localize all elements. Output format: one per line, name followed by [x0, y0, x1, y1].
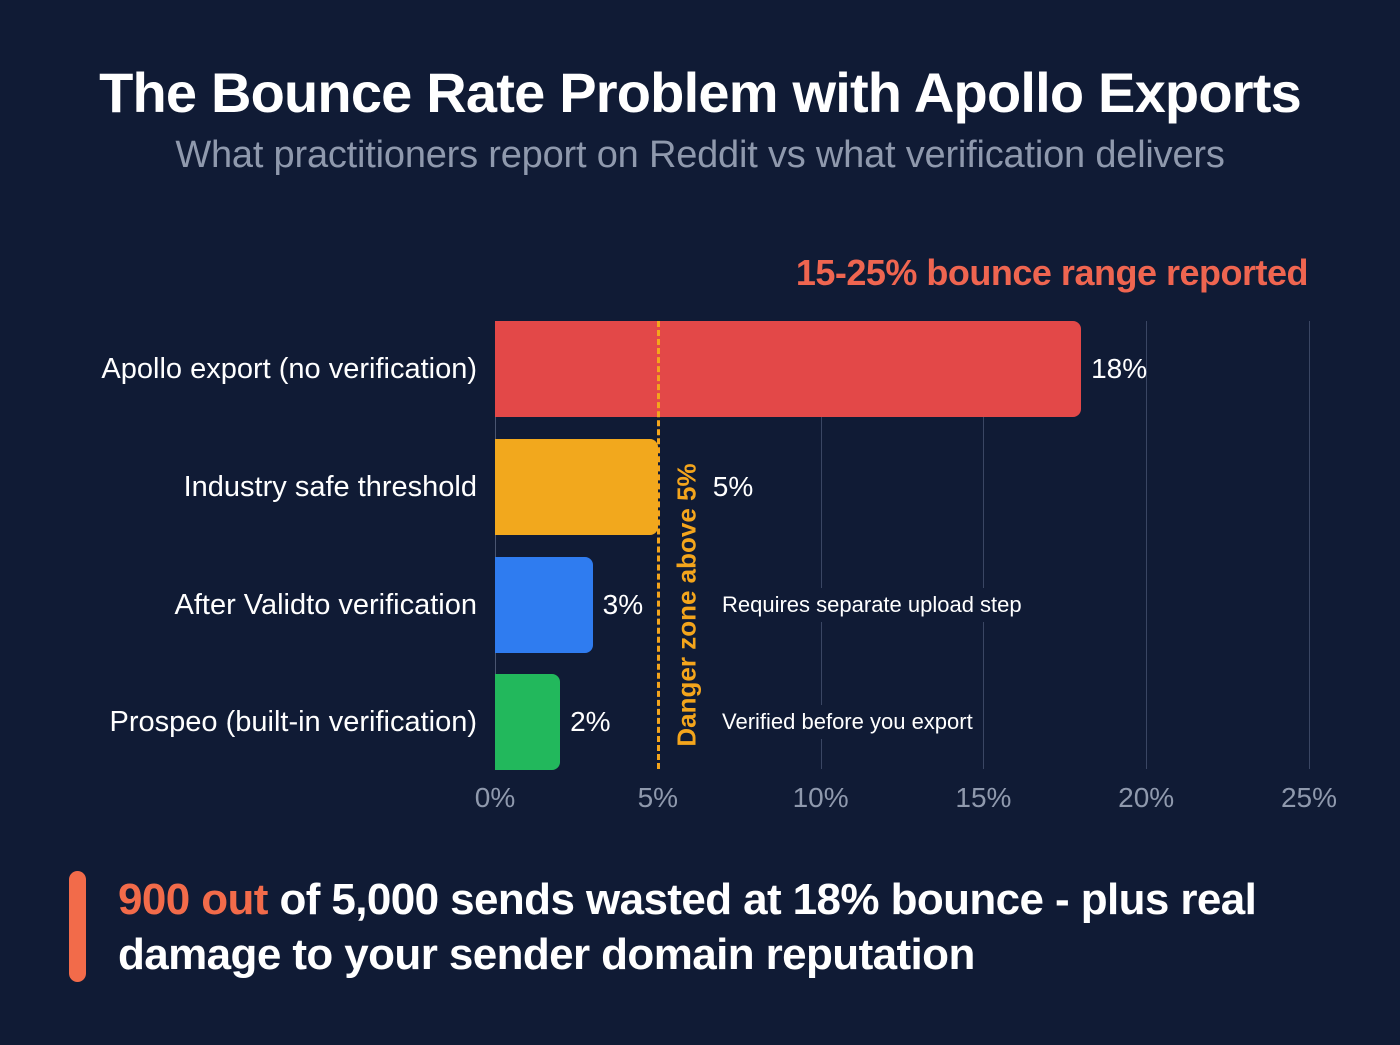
value-label: 2% [570, 706, 611, 737]
category-label: Apollo export (no verification) [101, 353, 477, 385]
bar [495, 674, 561, 770]
callout-text: 900 out of 5,000 sends wasted at 18% bou… [118, 872, 1348, 982]
range-annotation: 15-25% bounce range reported [795, 252, 1309, 293]
y-axis-line [495, 321, 496, 769]
value-label: 5% [712, 471, 754, 502]
threshold-dashed-line [656, 321, 660, 769]
callout-highlight: 900 out [118, 875, 268, 924]
x-tick-label: 5% [637, 782, 679, 813]
value-label: 18% [1091, 353, 1148, 384]
callout-accent-bar [69, 871, 86, 982]
value-label: 3% [602, 589, 644, 620]
gridline [983, 321, 985, 769]
x-tick-label: 20% [1118, 782, 1175, 813]
bar [495, 557, 593, 653]
bar [495, 321, 1082, 417]
gridline [820, 321, 822, 769]
x-tick-label: 10% [792, 782, 849, 813]
category-label: Industry safe threshold [183, 471, 477, 503]
gridline [1309, 321, 1310, 769]
bar-annotation: Requires separate upload step [716, 588, 1028, 622]
callout-body: of 5,000 sends wasted at 18% bounce - pl… [118, 875, 1257, 979]
bar-annotation: Verified before you export [716, 705, 979, 739]
bar [495, 439, 658, 535]
chart-title: The Bounce Rate Problem with Apollo Expo… [99, 61, 1302, 124]
x-tick-label: 15% [955, 782, 1012, 813]
danger-zone-label: Danger zone above 5% [671, 463, 702, 747]
chart-subtitle: What practitioners report on Reddit vs w… [175, 134, 1225, 176]
gridline [1146, 321, 1148, 769]
category-label: After Validto verification [174, 589, 478, 621]
x-tick-label: 0% [474, 782, 516, 813]
x-tick-label: 25% [1280, 782, 1338, 813]
category-label: Prospeo (built-in verification) [109, 706, 477, 738]
